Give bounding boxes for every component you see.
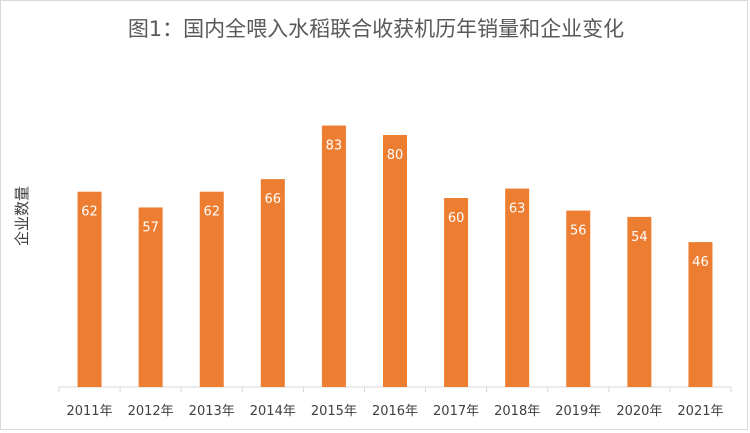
x-tick-label: 2012年 bbox=[128, 404, 174, 419]
bar-value-label: 63 bbox=[509, 202, 526, 217]
bar bbox=[260, 179, 285, 387]
x-tick-label: 2015年 bbox=[311, 404, 357, 419]
bar-value-label: 66 bbox=[265, 192, 282, 207]
bar-value-label: 83 bbox=[326, 139, 343, 154]
bar bbox=[199, 191, 224, 387]
x-tick-label: 2016年 bbox=[372, 404, 418, 419]
bar bbox=[77, 191, 102, 387]
bar bbox=[321, 125, 346, 388]
x-tick-label: 2013年 bbox=[189, 404, 235, 419]
bar bbox=[627, 216, 652, 387]
bar-value-label: 54 bbox=[631, 230, 648, 245]
bar-value-label: 56 bbox=[570, 224, 587, 239]
x-tick-label: 2020年 bbox=[616, 404, 662, 419]
x-tick-label: 2018年 bbox=[494, 404, 540, 419]
bar-value-label: 62 bbox=[81, 205, 98, 220]
bar bbox=[444, 198, 469, 387]
bar-value-label: 57 bbox=[142, 220, 159, 235]
bar-value-label: 80 bbox=[387, 148, 404, 163]
bar bbox=[566, 210, 591, 387]
bar-value-label: 62 bbox=[203, 205, 220, 220]
bar-value-label: 60 bbox=[448, 211, 465, 226]
bar bbox=[688, 242, 713, 387]
bar-value-label: 46 bbox=[692, 255, 709, 270]
bar bbox=[138, 207, 163, 387]
x-tick-label: 2021年 bbox=[677, 404, 723, 419]
x-tick-label: 2011年 bbox=[66, 404, 112, 419]
bar bbox=[383, 135, 407, 387]
x-tick-label: 2014年 bbox=[250, 404, 296, 419]
x-tick-label: 2019年 bbox=[555, 404, 601, 419]
bar bbox=[505, 188, 530, 387]
chart-title: 图1：国内全喂入水稻联合收获机历年销量和企业变化 bbox=[127, 17, 625, 41]
x-tick-label: 2017年 bbox=[433, 404, 479, 419]
